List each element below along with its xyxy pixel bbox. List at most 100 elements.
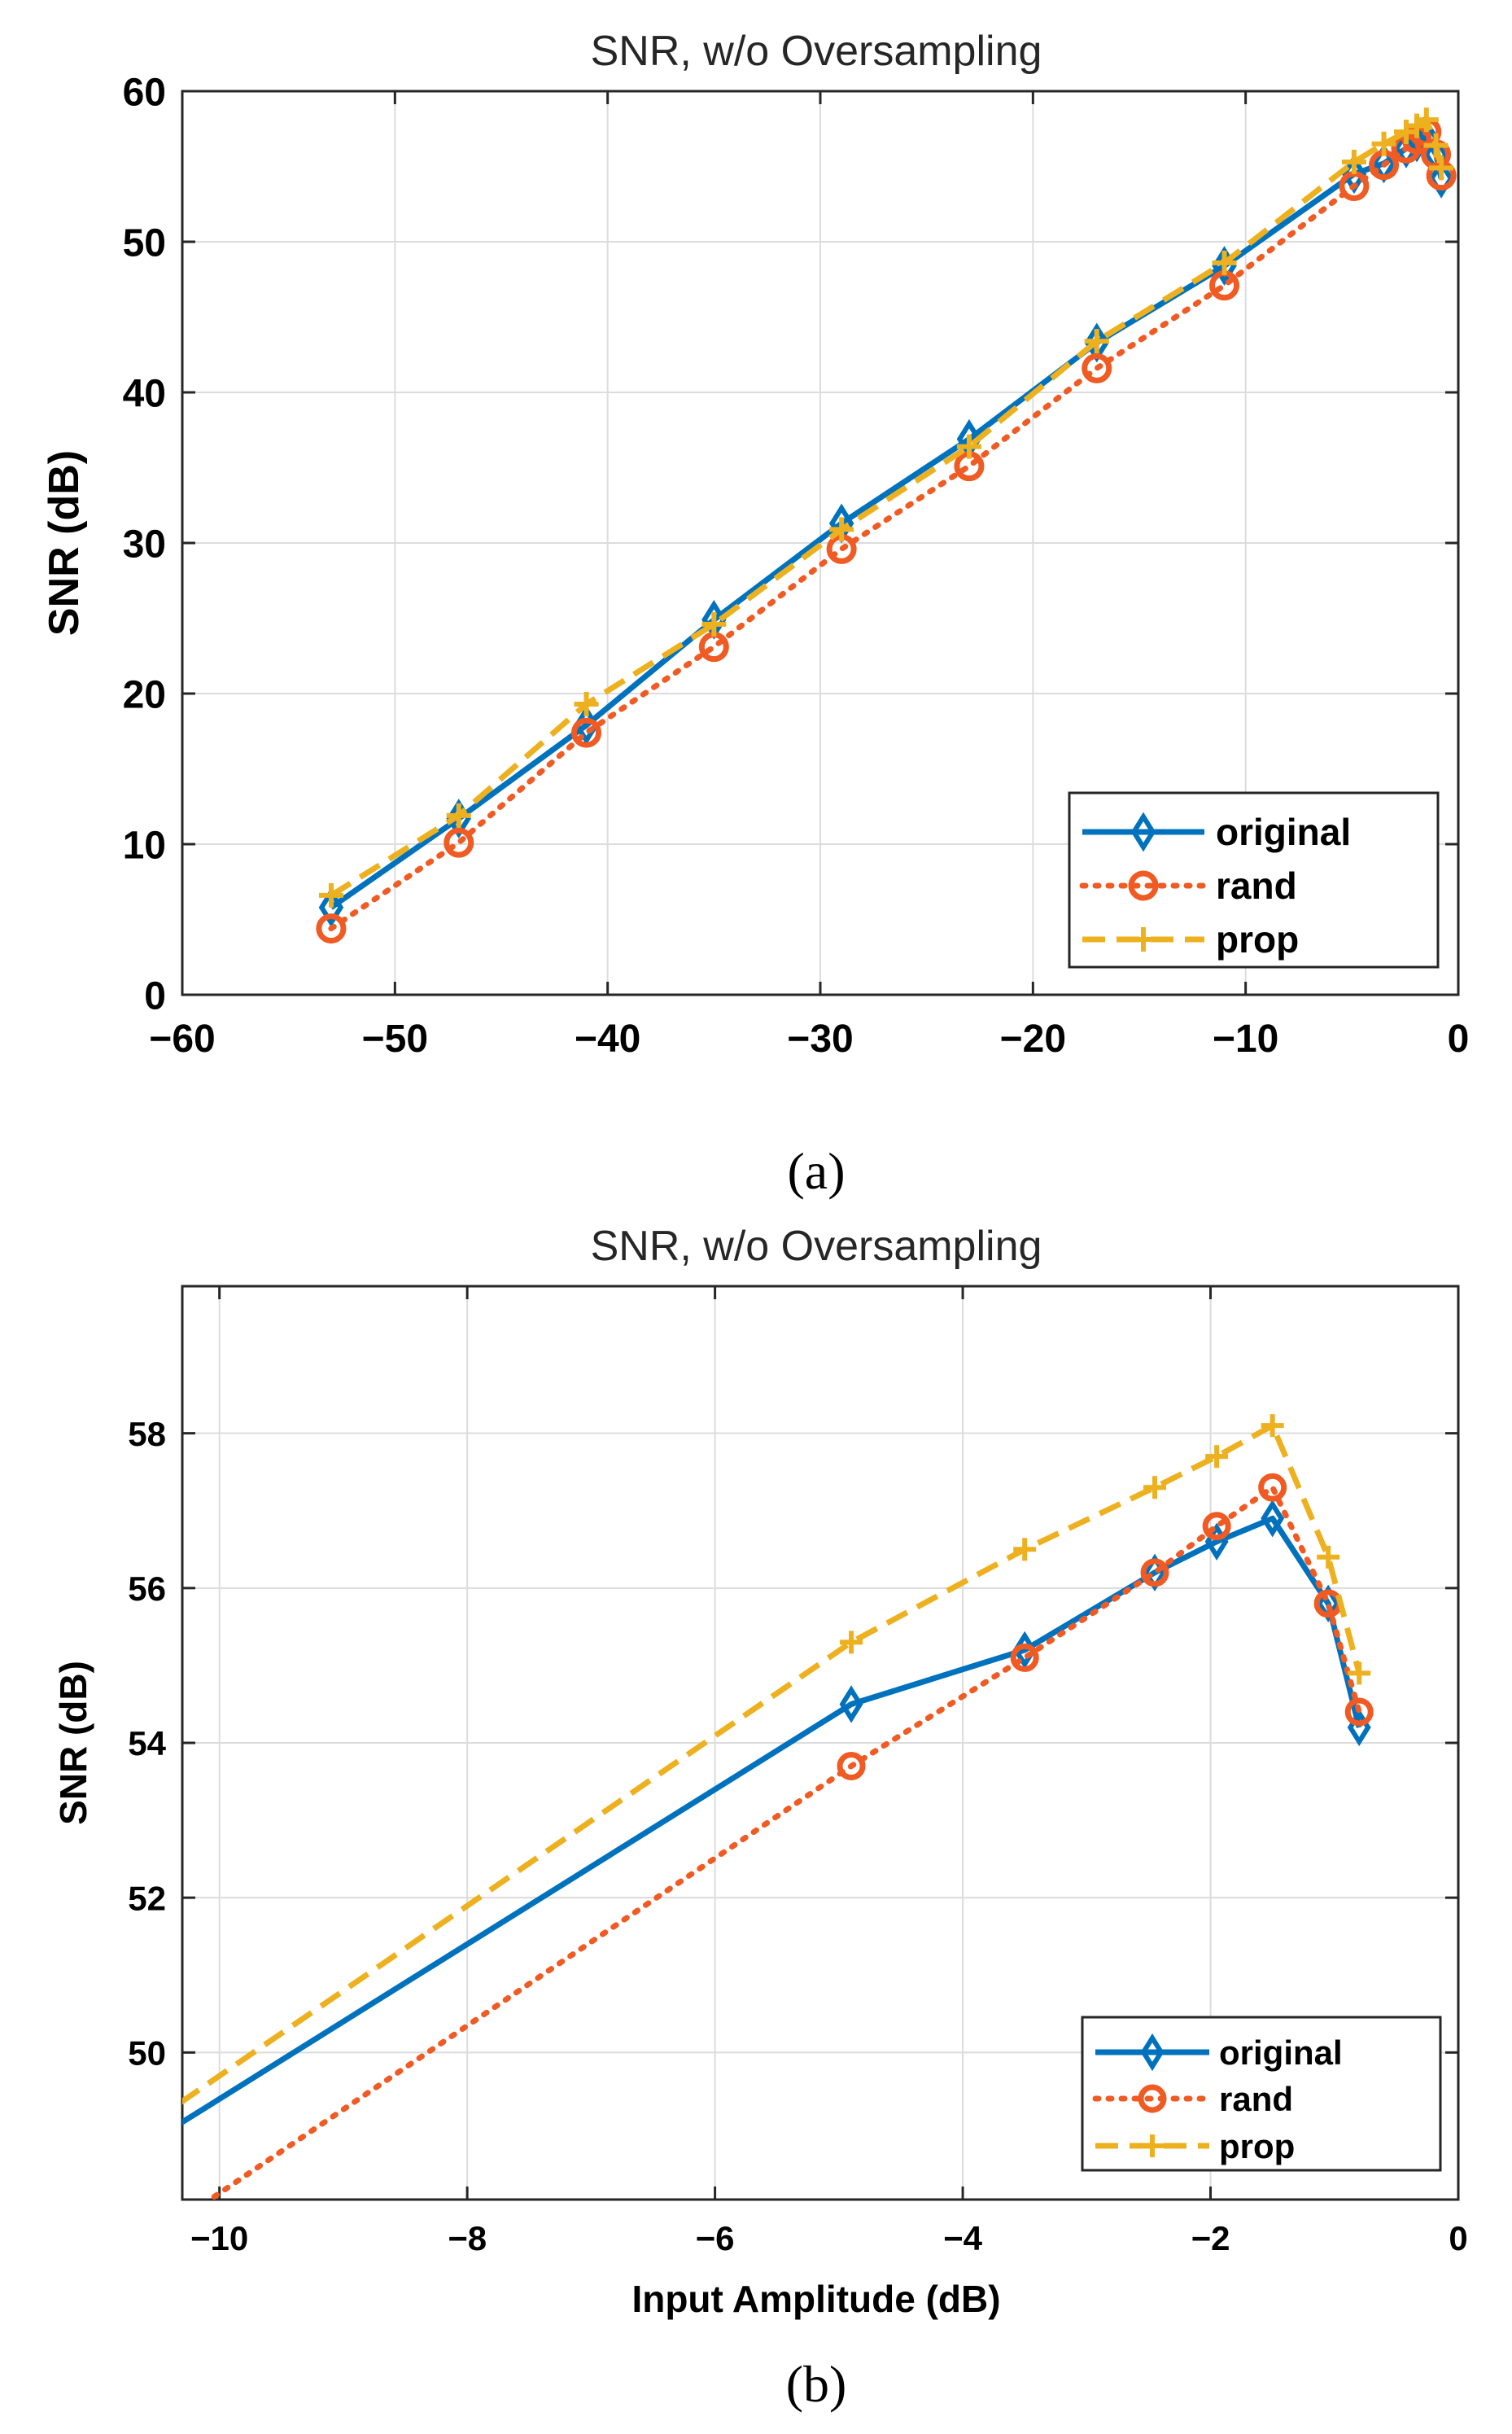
chart-a-x-tick-label: −50 [362,1018,428,1061]
chart-a-point-prop [1341,149,1366,174]
chart-a-legend-marker-rand [1128,870,1159,901]
chart-b-legend-label-rand: rand [1219,2080,1293,2118]
chart-b-point-rand [1344,1697,1374,1727]
chart-a-x-tick-label: −30 [787,1018,853,1061]
chart-b-point-prop [1348,1661,1371,1685]
chart-b-caption: (b) [786,2355,847,2413]
chart-a-y-tick-label: 10 [123,824,166,867]
chart-b-point-prop [1143,1476,1167,1499]
chart-a-x-tick-label: −20 [1000,1018,1066,1061]
chart-a-point-rand [571,717,602,748]
chart-a-point-original [1428,158,1454,199]
chart-b-series [182,1414,1374,2200]
chart-b-legend-label-original: original [1219,2033,1343,2072]
chart-b-legend: original rand prop [1081,2016,1442,2172]
chart-a-legend-label-original: original [1216,811,1351,853]
chart-b-y-axis-label: SNR (dB) [52,1661,94,1825]
chart-a-point-prop [701,611,727,637]
chart-b-line-rand [204,1484,1362,2200]
chart-a-y-tick-label: 0 [144,974,166,1018]
chart-b-legend-label-prop: prop [1219,2127,1295,2165]
chart-a-point-prop [1423,133,1449,158]
chart-a-point-rand [1082,352,1112,383]
chart-a-point-prop [956,434,981,459]
chart-b-legend-marker-original [1140,2033,1165,2072]
chart-a-y-tick-label: 60 [123,71,166,114]
chart-b-y-tick-label: 56 [128,1569,166,1608]
chart-b-point-original [1261,1499,1285,1538]
chart-a-legend-marker-original [1130,812,1156,852]
chart-a-point-prop [1084,329,1109,354]
chart-a-caption: (a) [787,1142,845,1200]
chart-a-y-tick-label: 30 [123,523,166,566]
chart-a-legend-label-prop: prop [1216,918,1299,961]
chart-b-legend-marker-prop-shape [1141,2134,1164,2157]
chart-a-point-prop [574,691,599,716]
chart-b-x-tick-label: −2 [1191,2219,1230,2257]
chart-b-x-tick-label: 0 [1449,2219,1467,2257]
chart-a-x-tick-label: 0 [1448,1018,1470,1061]
chart-a-point-original [318,887,344,928]
chart-b-legend-marker-original-shape [1140,2033,1165,2072]
chart-a-legend-marker-original-shape [1130,812,1156,852]
chart-b-y-tick-label: 50 [128,2033,166,2072]
chart-a-y-tick-label: 50 [123,221,166,265]
chart-b-y-tick-label: 52 [128,1879,166,1917]
chart-b-series-prop [182,1414,1371,2105]
chart-a-line-prop [330,116,1444,898]
chart-b-legend-marker-rand [1138,2084,1167,2113]
chart-a-y-axis-label: SNR (dB) [41,450,88,636]
chart-a-x-tick-labels: −60 −50 −40 −30 −20 −10 0 [149,1018,1469,1061]
chart-a-point-prop [829,517,854,542]
chart-b-point-original [839,1685,863,1723]
chart-b-point-rand [1140,1558,1169,1587]
chart-b-point-rand [1202,1512,1231,1541]
chart-b-tick-marks [182,1286,1460,2200]
chart-b-point-prop [1261,1414,1284,1438]
chart-a-point-original [1393,128,1419,169]
chart-a-point-prop [1371,131,1396,156]
chart-b-x-tick-label: −4 [943,2219,983,2257]
chart-b-point-prop [1317,1545,1340,1569]
chart-a-series [316,107,1457,944]
chart-a-y-tick-label: 20 [123,673,166,716]
chart-a-title: SNR, w/o Oversampling [591,28,1042,75]
chart-b-title: SNR, w/o Oversampling [591,1223,1042,1270]
chart-a-series-prop [318,107,1454,908]
chart-a-legend: original rand prop [1068,791,1440,969]
chart-a-y-tick-labels: 0 10 20 30 40 50 60 [123,71,166,1018]
chart-a-legend-marker-prop [1131,927,1156,952]
chart-a-x-tick-label: −60 [149,1018,215,1061]
chart-a-point-prop [318,882,343,908]
chart-b-line-prop [182,1422,1362,2105]
chart-a-point-prop [1212,250,1237,275]
chart-a-legend-marker-prop-shape [1131,927,1156,952]
chart-b-point-prop [1013,1538,1037,1561]
chart-b-x-tick-label: −10 [190,2219,248,2257]
chart-a-x-tick-label: −40 [575,1018,640,1061]
chart-b-x-tick-labels: −10 −8 −6 −4 −2 0 [190,2219,1468,2257]
chart-a-tick-marks [181,90,1460,996]
chart-a-line-rand [328,129,1444,932]
chart-panel-b: SNR, w/o Oversampling −10 −8 −6 −4 −2 0 50 52 5… [52,1223,1468,2413]
chart-b-legend-marker-rand-shape [1138,2084,1167,2113]
chart-b-x-tick-label: −8 [448,2219,487,2257]
chart-b-y-tick-label: 58 [128,1415,166,1453]
chart-b-line-original [182,1515,1362,2126]
chart-a-y-tick-label: 40 [123,372,166,415]
chart-b-legend-marker-prop [1141,2134,1164,2157]
chart-b-point-rand [837,1752,866,1781]
chart-b-x-tick-label: −6 [696,2219,735,2257]
chart-b-y-tick-labels: 50 52 54 56 58 [128,1415,166,2073]
chart-a-point-prop [446,803,471,828]
chart-a-legend-marker-rand-shape [1128,870,1159,901]
chart-b-point-prop [840,1631,863,1654]
chart-a-point-prop [1414,107,1439,133]
chart-b-point-rand [1010,1643,1039,1672]
chart-panel-a: SNR, w/o Oversampling −60 −50 −40 −30 −20 −10… [41,28,1469,1200]
chart-b-x-axis-label: Input Amplitude (dB) [631,2278,1000,2320]
chart-b-point-rand [1258,1473,1287,1502]
chart-a-point-rand [316,913,347,944]
chart-b-series-rand [204,1473,1374,2200]
